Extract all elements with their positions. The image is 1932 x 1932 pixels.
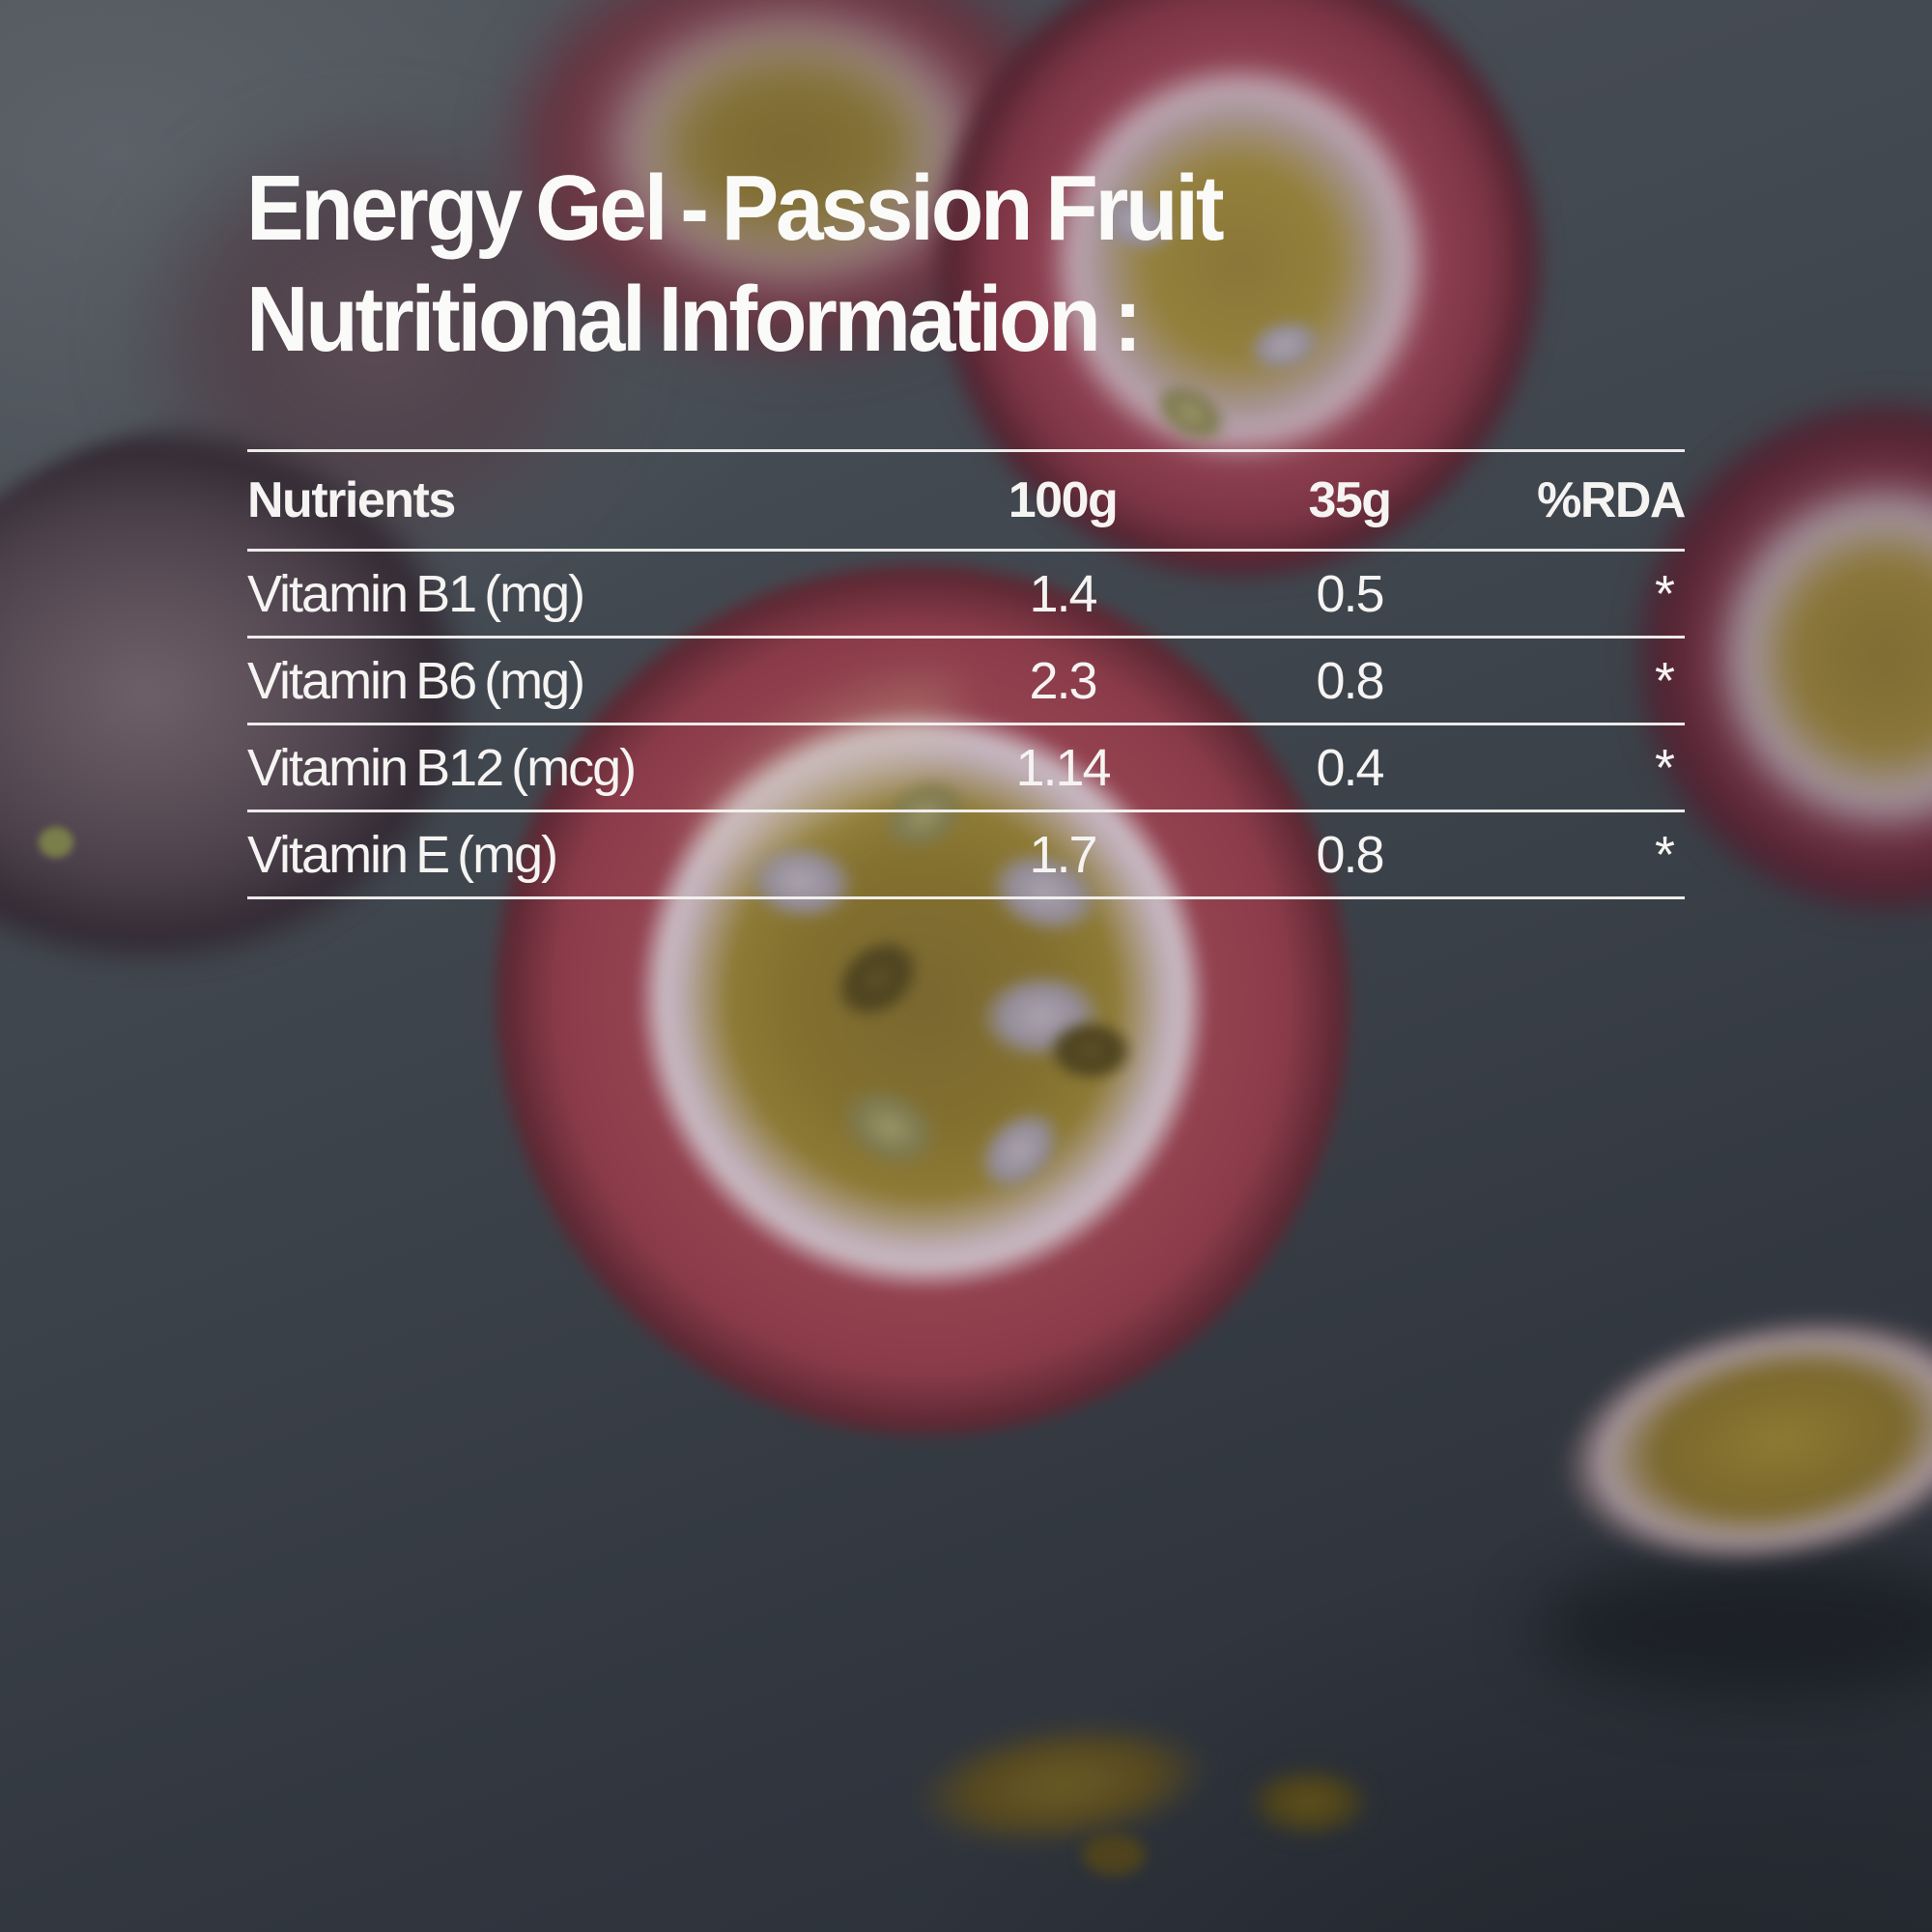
table-header-row: Nutrients 100g 35g %RDA: [247, 449, 1687, 549]
header-rda: %RDA: [1537, 472, 1686, 528]
cell-100g: 1.7: [1029, 825, 1097, 884]
header-35g: 35g: [1308, 472, 1392, 528]
cell-35g: 0.8: [1316, 651, 1384, 710]
cell-nutrient: Vitamin B1 (mg): [247, 564, 585, 623]
cell-35g: 0.4: [1316, 738, 1384, 797]
title-line-2: Nutritional Information :: [246, 268, 1142, 371]
fruit-stem-nub: [39, 827, 73, 858]
cell-35g: 0.5: [1316, 564, 1384, 623]
cell-100g: 1.14: [1015, 738, 1111, 797]
cell-100g: 1.4: [1029, 564, 1097, 623]
header-nutrients: Nutrients: [247, 472, 456, 528]
passionfruit-half-top-right: [908, 0, 1546, 609]
header-100g: 100g: [1008, 472, 1119, 528]
page-title: Energy Gel - Passion Fruit Nutritional I…: [246, 153, 1225, 375]
nutrition-table: Nutrients 100g 35g %RDA Vitamin B1 (mg) …: [247, 449, 1687, 899]
cell-rda: *: [1654, 564, 1675, 623]
cell-35g: 0.8: [1316, 825, 1384, 884]
cell-rda: *: [1654, 825, 1675, 884]
title-line-1: Energy Gel - Passion Fruit: [246, 156, 1225, 260]
pulp-smear: [1246, 1766, 1372, 1838]
cell-nutrient: Vitamin E (mg): [247, 825, 558, 884]
pulp-smear: [1082, 1833, 1146, 1876]
cell-rda: *: [1654, 738, 1675, 797]
cell-rda: *: [1654, 651, 1675, 710]
table-row: Vitamin B1 (mg) 1.4 0.5 *: [247, 549, 1685, 636]
table-row: Vitamin B12 (mcg) 1.14 0.4 *: [247, 723, 1685, 810]
table-row: Vitamin B6 (mg) 2.3 0.8 *: [247, 636, 1685, 723]
cell-nutrient: Vitamin B6 (mg): [247, 651, 585, 710]
table-row: Vitamin E (mg) 1.7 0.8 *: [247, 810, 1685, 896]
cell-nutrient: Vitamin B12 (mcg): [247, 738, 637, 797]
cell-100g: 2.3: [1029, 651, 1097, 710]
